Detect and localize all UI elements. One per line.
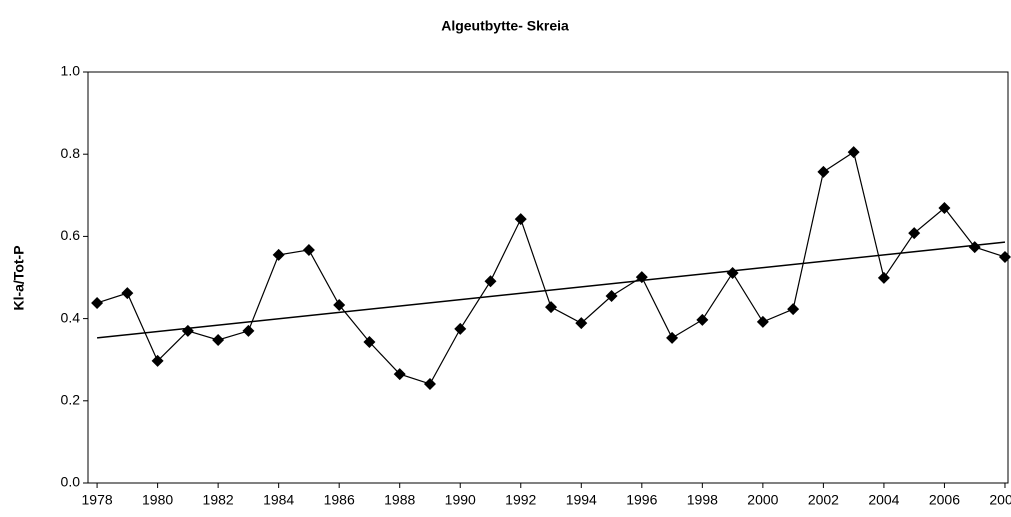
x-tick-label: 1978 (82, 492, 113, 508)
data-point (877, 271, 890, 284)
data-point (817, 165, 830, 178)
x-tick-label: 1984 (263, 492, 294, 508)
data-point (908, 227, 921, 240)
data-point (635, 271, 648, 284)
x-tick-label: 1982 (203, 492, 234, 508)
data-point (302, 243, 315, 256)
data-point (726, 266, 739, 279)
data-point (363, 336, 376, 349)
plot-frame (87, 71, 1009, 484)
data-point (91, 296, 104, 309)
x-tick-label: 1980 (142, 492, 173, 508)
data-point (696, 313, 709, 326)
data-point (605, 289, 618, 302)
y-tick-label: 1.0 (61, 63, 81, 79)
data-point (968, 241, 981, 254)
data-point (575, 317, 588, 330)
data-point (998, 250, 1011, 263)
x-tick-label: 1990 (445, 492, 476, 508)
data-point (484, 275, 497, 288)
data-point (514, 213, 527, 226)
y-tick-label: 0.2 (61, 392, 81, 408)
x-tick-label: 1994 (566, 492, 597, 508)
y-tick-label: 0.0 (61, 474, 81, 490)
x-tick-label: 2000 (747, 492, 778, 508)
trend-line (97, 241, 1006, 339)
data-point (212, 333, 225, 346)
data-point (242, 324, 255, 337)
data-point (333, 299, 346, 312)
x-tick-label: 1988 (384, 492, 415, 508)
y-tick-label: 0.6 (61, 227, 81, 243)
x-tick-label: 2002 (808, 492, 839, 508)
y-tick-label: 0.8 (61, 145, 81, 161)
x-tick-label: 2006 (929, 492, 960, 508)
data-point (121, 287, 134, 300)
data-point (545, 301, 558, 314)
y-axis-title: Kl-a/Tot-P (11, 245, 27, 310)
data-point (756, 315, 769, 328)
data-point (393, 368, 406, 381)
data-point (151, 354, 164, 367)
chart-title: Algeutbytte- Skreia (441, 18, 569, 34)
x-tick-label: 2008 (989, 492, 1011, 508)
data-point (666, 331, 679, 344)
x-tick-label: 1996 (626, 492, 657, 508)
data-point (787, 303, 800, 316)
data-point (423, 377, 436, 390)
data-point (847, 146, 860, 159)
x-tick-label: 1986 (324, 492, 355, 508)
series-line (96, 151, 1006, 385)
data-point (272, 248, 285, 261)
data-point (454, 322, 467, 335)
x-tick-label: 1998 (687, 492, 718, 508)
x-tick-label: 1992 (505, 492, 536, 508)
x-tick-label: 2004 (868, 492, 899, 508)
data-point (938, 202, 951, 215)
data-point (181, 324, 194, 337)
y-tick-label: 0.4 (61, 309, 81, 325)
